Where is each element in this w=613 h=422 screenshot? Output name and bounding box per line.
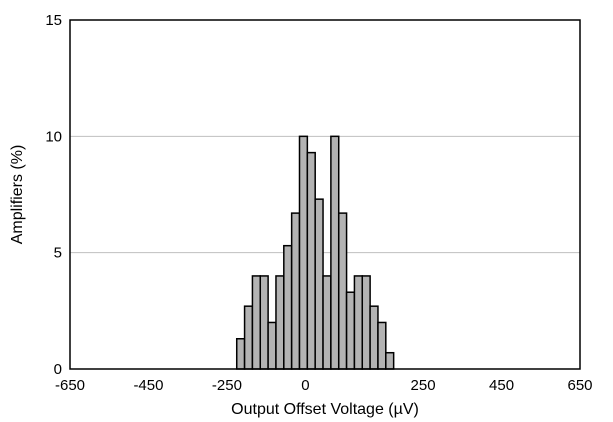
x-tick-label: 0	[301, 377, 309, 394]
histogram-bar	[337, 212, 348, 370]
histogram-bar	[259, 275, 269, 370]
histogram-bar	[306, 151, 316, 370]
grid-lines	[70, 135, 580, 254]
x-tick-label: 650	[567, 377, 592, 394]
histogram-bar	[251, 275, 262, 370]
histogram-bar	[330, 135, 340, 370]
histogram-bar	[345, 291, 356, 370]
histogram-bar	[385, 351, 395, 370]
histogram-bar	[290, 212, 301, 370]
x-tick-label: 250	[411, 377, 436, 394]
histogram-bar	[275, 275, 285, 370]
y-axis-label: Amplifiers (%)	[9, 145, 26, 245]
histogram-bar	[353, 275, 364, 370]
x-tick-label: -450	[133, 377, 163, 394]
histogram-bar	[283, 244, 293, 370]
histogram-bar	[322, 275, 332, 370]
x-tick-label: 450	[489, 377, 514, 394]
histogram-bars	[235, 135, 395, 370]
histogram-bar	[243, 305, 254, 370]
x-tick-label: -250	[212, 377, 242, 394]
histogram-bar	[267, 321, 277, 370]
histogram-bar	[377, 321, 387, 370]
y-tick-label: 10	[45, 128, 62, 145]
y-tick-label: 5	[54, 245, 62, 262]
histogram-bar	[235, 338, 246, 370]
histogram-bar	[361, 275, 371, 370]
y-tick-label: 0	[54, 361, 62, 378]
histogram-bar	[314, 198, 324, 370]
plot-frame	[69, 19, 581, 370]
histogram-bar	[298, 135, 309, 370]
tick-labels: -650 -450 -250 0 250 450 650 0 5 10 15	[45, 12, 592, 394]
x-tick-label: -650	[55, 377, 85, 394]
x-axis-label: Output Offset Voltage (µV)	[231, 401, 419, 418]
y-tick-label: 15	[45, 12, 62, 29]
histogram-bar	[369, 305, 379, 370]
